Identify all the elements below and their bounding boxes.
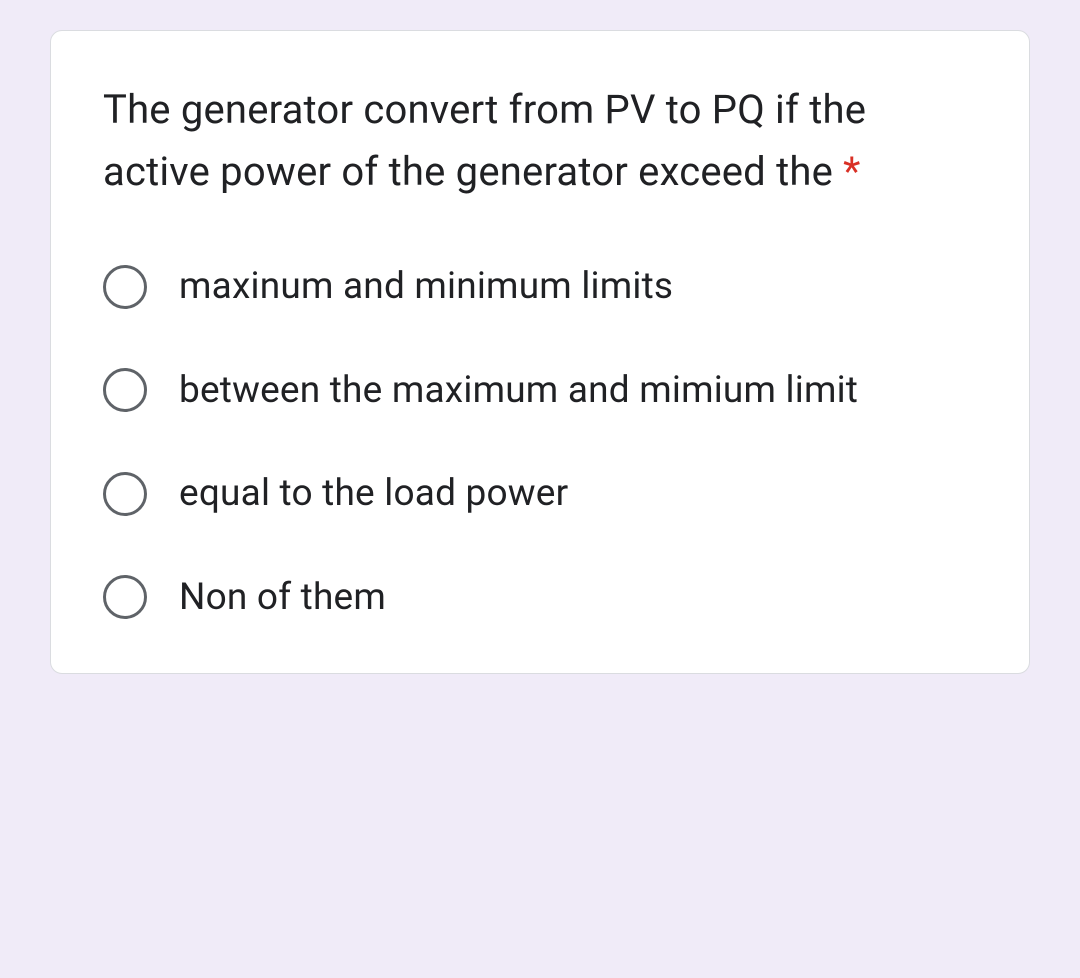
radio-icon[interactable] — [103, 575, 147, 619]
option-label: equal to the load power — [179, 466, 568, 522]
option-2[interactable]: equal to the load power — [103, 466, 977, 522]
option-3[interactable]: Non of them — [103, 570, 977, 626]
question-text-content: The generator convert from PV to PQ if t… — [103, 86, 866, 195]
question-card: The generator convert from PV to PQ if t… — [50, 30, 1030, 674]
radio-icon[interactable] — [103, 472, 147, 516]
option-label: Non of them — [179, 570, 386, 626]
required-asterisk: * — [843, 148, 860, 195]
option-label: maxinum and minimum limits — [179, 259, 673, 315]
option-0[interactable]: maxinum and minimum limits — [103, 259, 977, 315]
option-label: between the maximum and mimium limit — [179, 363, 858, 419]
option-1[interactable]: between the maximum and mimium limit — [103, 363, 977, 419]
radio-icon[interactable] — [103, 265, 147, 309]
radio-icon[interactable] — [103, 368, 147, 412]
options-group: maxinum and minimum limits between the m… — [103, 259, 977, 625]
question-text: The generator convert from PV to PQ if t… — [103, 79, 977, 203]
